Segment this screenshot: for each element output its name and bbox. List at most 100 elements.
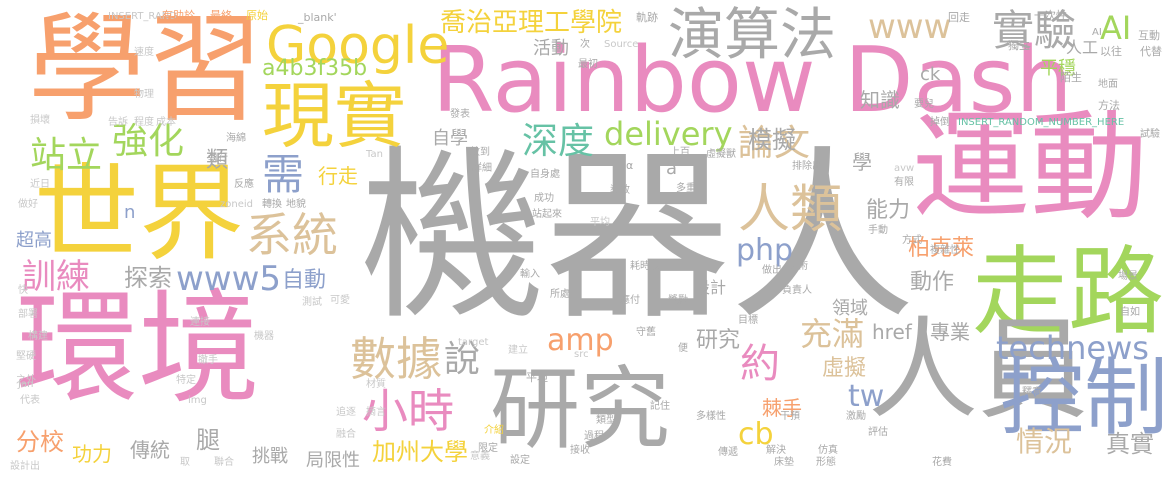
word-tradition: 傳統 (130, 438, 170, 462)
word-uc: 加州大學 (372, 438, 468, 466)
word-a4b3f35b: a4b3f35b (262, 56, 368, 81)
word-zoneid: zoneid (220, 199, 253, 210)
word-also: 以往 (1100, 45, 1122, 58)
word-interact: 互動 (1138, 29, 1160, 42)
word-stand: 站立 (30, 135, 103, 176)
word-origin: 原始 (246, 9, 268, 22)
word-use: 便 (678, 343, 688, 354)
word-near: 近日 (30, 179, 50, 190)
word-avg: 平均 (590, 217, 610, 228)
word-knowledge: 知識 (860, 88, 900, 112)
word-possessive: 有限 (894, 177, 914, 188)
word-learn: 學 (852, 150, 872, 174)
word-specific: 特定 (176, 375, 196, 386)
word-can: 可愛 (330, 295, 350, 306)
word-represent: 代表 (20, 395, 40, 406)
word-ai-small: AI (1092, 27, 1102, 38)
word-alpha: α (626, 159, 634, 172)
word-quick: 快 (18, 285, 28, 296)
word-technews: technews (996, 329, 1149, 367)
word-php: php (736, 233, 794, 268)
word-inspire: 激勵 (846, 411, 866, 422)
word-consume: 耗時長 (630, 261, 660, 272)
word-tan: Tan (366, 149, 383, 160)
word-major: 專業 (930, 320, 970, 344)
word-form: 形態 (816, 457, 836, 468)
word-limited: 局限性 (306, 450, 360, 471)
word-research-part2: 人員 (868, 306, 1088, 434)
word-accept: 接收 (570, 445, 590, 456)
word-strange: 陌生 (1060, 71, 1082, 84)
word-algorithm: 演算法 (668, 3, 836, 68)
word-data: 數據 (350, 332, 442, 386)
word-degree: 程度 (134, 117, 154, 128)
word-about: 約 (740, 341, 780, 387)
word-push: 掉倒 (930, 117, 950, 128)
word-take: 取 (180, 457, 190, 468)
word-stage: 上百 (670, 147, 690, 158)
word-land: 地貌 (286, 199, 306, 210)
word-bed: 床墊 (774, 457, 794, 468)
word-flat: 平坦 (526, 371, 548, 384)
word-self: 自如 (1120, 307, 1140, 318)
word-design-out: 設計出 (10, 461, 40, 472)
word-do: 做出 (762, 265, 782, 276)
word-super-high: 超高 (16, 230, 52, 251)
word-method: 方法 (1098, 99, 1120, 112)
word-activity: 活動 (533, 38, 569, 59)
word-jan: Jan (18, 379, 34, 390)
word-power: 功力 (72, 442, 112, 466)
word-delivery: delivery (604, 115, 733, 153)
word-simulate: 模擬 (748, 126, 796, 154)
word-tricky: 棘手 (762, 396, 802, 420)
word-ai: AI (1100, 9, 1132, 47)
word-helpful: 有助於 (162, 9, 195, 22)
word-reality: 現實 (262, 74, 407, 158)
word-retain: 記住 (650, 401, 670, 412)
word-ability: 能力 (866, 198, 911, 223)
word-robot: 機器人 (360, 129, 915, 345)
word-hard: 堅硬 (16, 351, 36, 362)
word-training: 訓練 (22, 257, 90, 297)
word-turn: 轉換 (262, 199, 282, 210)
word-eval: 評估 (868, 427, 888, 438)
word-www: www (868, 7, 952, 47)
word-latest: 最終 (210, 9, 232, 22)
word-execute: 執行 (208, 153, 228, 164)
word-deploy: 部署 (18, 309, 38, 320)
word-type: 類型 (596, 415, 616, 426)
word-speed: 速度 (134, 47, 154, 58)
word-rainbow-dash: Rainbow Dash (432, 28, 1073, 133)
word-study: 研究 (696, 328, 741, 353)
word-connect: 連接 (190, 317, 210, 328)
word-outside: 之外 (16, 375, 36, 386)
word-replace: 代替 (1140, 45, 1162, 58)
word-cb: cb (738, 417, 774, 452)
word-experiment: 實驗 (992, 6, 1077, 55)
word-href: href (872, 320, 912, 344)
word-construct: 構建 (28, 331, 48, 342)
word-reward: 獎勵 (668, 295, 688, 306)
word-source: Source (604, 39, 639, 50)
word-negative: 負責人 (782, 285, 812, 296)
word-human: 人類 (738, 180, 843, 240)
word-return: 回走 (948, 11, 970, 24)
word-limit: 限定 (478, 443, 498, 454)
word-walking: 走路 (972, 236, 1164, 348)
word-explore: 探索 (124, 264, 172, 292)
word-full: 充滿 (800, 315, 865, 353)
word-once: 一次性 (1034, 9, 1067, 22)
word-system: 系統 (246, 208, 338, 262)
word-target2: 目標 (738, 315, 758, 326)
word-challenge: 挑戰 (252, 446, 288, 467)
word-amp: amp (547, 323, 614, 358)
word-process: 過程 (584, 431, 604, 442)
word-hour: 小時 (362, 384, 454, 438)
word-situation: 情況 (1016, 425, 1073, 458)
word-post: 發表 (450, 109, 470, 120)
word-insert-rand: INSERT_RAND (108, 11, 177, 22)
word-tw: tw (848, 379, 885, 414)
word-world: 世界 (34, 153, 245, 275)
word-put: 放到 (470, 147, 490, 158)
word-hand: 撤手 (198, 355, 218, 366)
